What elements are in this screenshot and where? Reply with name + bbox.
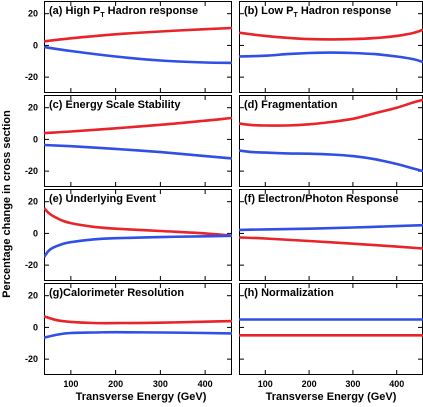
x-tick-label: 300 [345, 379, 360, 389]
series-line-red [239, 28, 423, 41]
panel-frame [44, 283, 232, 375]
y-tick-label: -20 [25, 166, 38, 176]
y-tick-label: 20 [28, 197, 38, 207]
series-line-red [239, 98, 423, 127]
panel-e: -20 0 20 (e) Underlying Event [25, 189, 232, 281]
y-tick-label: 20 [28, 103, 38, 113]
x-tick-label: 300 [153, 379, 168, 389]
series-line-red [44, 315, 232, 325]
panel-title-subscript: T [100, 12, 105, 19]
series-line-blue [239, 223, 423, 232]
panel-title: (f) Electron/Photon Response [244, 193, 399, 205]
x-tick-label: 100 [63, 379, 78, 389]
x-axis-title-right: Transverse Energy (GeV) [266, 391, 397, 403]
series-line-blue [44, 45, 232, 65]
panel-title: (c) Energy Scale Stability [49, 99, 181, 111]
x-tick-label: 200 [302, 379, 317, 389]
y-tick-label: -20 [25, 72, 38, 82]
panel-f: (f) Electron/Photon Response [239, 189, 423, 281]
panel-a: -20 0 20 (a) High PT Hadron response [25, 1, 232, 93]
panel-g: -20 0 20 100 200 300 400 (g)Calorimeter Resolut… [25, 283, 232, 389]
panel-title-text: Hadron response [105, 5, 199, 17]
panel-b: (b) Low PT Hadron response [239, 1, 423, 93]
x-tick-label: 400 [389, 379, 404, 389]
y-axis-title: Percentage change in cross section [1, 110, 13, 298]
y-tick-label: -20 [25, 260, 38, 270]
y-tick-label: -20 [25, 354, 38, 364]
x-tick-label: 200 [108, 379, 123, 389]
panel-title-text: Hadron response [298, 5, 392, 17]
series-line-red [44, 26, 232, 43]
panel-title-subscript: T [294, 12, 299, 19]
panel-h: 100 200 300 400 (h) Normalization [239, 283, 423, 389]
y-tick-label: 0 [33, 228, 38, 238]
series-line-blue [44, 234, 232, 258]
series-line-red [44, 116, 232, 135]
panel-title-text: (a) High P [49, 5, 100, 17]
x-tick-label: 400 [198, 379, 213, 389]
panel-title-text: (b) Low P [244, 5, 294, 17]
series-line-blue [44, 143, 232, 160]
y-tick-label: 20 [28, 291, 38, 301]
x-tick-label: 100 [258, 379, 273, 389]
panel-title: (a) High PT Hadron response [49, 5, 198, 19]
y-tick-label: 0 [33, 322, 38, 332]
y-tick-label: 0 [33, 40, 38, 50]
y-tick-label: 0 [33, 134, 38, 144]
series-line-red [239, 236, 423, 250]
panel-title: (e) Underlying Event [49, 193, 156, 205]
series-line-blue [239, 149, 423, 173]
x-axis-title-left: Transverse Energy (GeV) [76, 391, 207, 403]
y-tick-label: 20 [28, 9, 38, 19]
panel-c: -20 0 20 (c) Energy Scale Stability [25, 95, 232, 187]
series-line-red [44, 207, 232, 238]
panel-d: (d) Fragmentation [239, 95, 423, 187]
series-line-blue [239, 51, 423, 64]
panel-title: (d) Fragmentation [244, 99, 338, 111]
panel-title: (g)Calorimeter Resolution [49, 287, 184, 299]
panel-title: (b) Low PT Hadron response [244, 5, 391, 19]
panel-title: (h) Normalization [244, 287, 334, 299]
panel-frame [44, 95, 232, 187]
series-line-blue [44, 330, 232, 339]
